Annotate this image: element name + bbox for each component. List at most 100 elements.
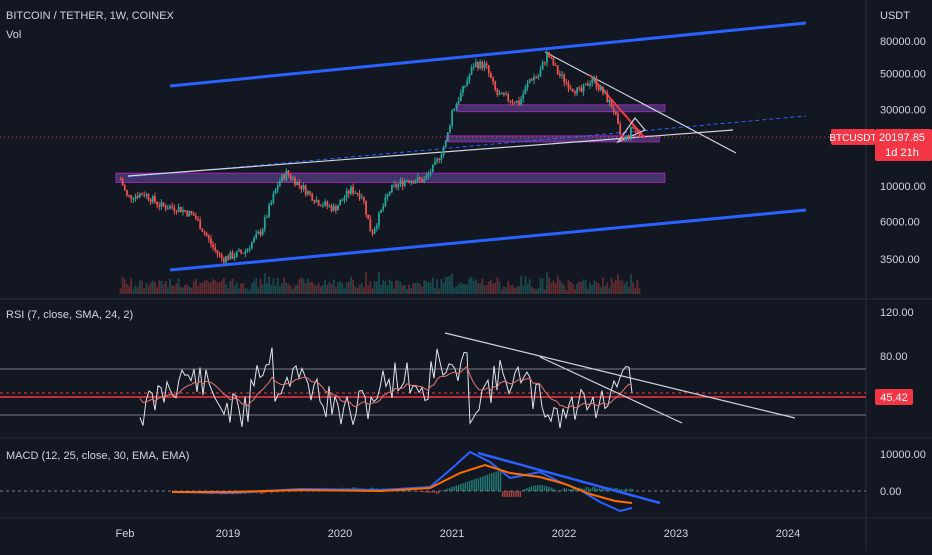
candle-body-131[interactable] <box>401 180 404 186</box>
candle-body-228[interactable] <box>610 100 613 108</box>
candle-body-192[interactable] <box>533 77 535 81</box>
candle-body-212[interactable] <box>576 87 578 94</box>
candle-body-109[interactable] <box>354 192 357 194</box>
candle-body-213[interactable] <box>578 87 581 89</box>
candle-body-127[interactable] <box>393 184 395 186</box>
candle-body-152[interactable] <box>446 132 449 141</box>
candle-body-20[interactable] <box>162 202 165 206</box>
candle-body-111[interactable] <box>358 193 361 199</box>
candle-body-58[interactable] <box>244 251 247 254</box>
candle-body-93[interactable] <box>319 205 322 207</box>
candle-body-83[interactable] <box>298 181 301 186</box>
candle-body-227[interactable] <box>608 100 611 103</box>
candle-body-138[interactable] <box>416 177 419 182</box>
macd-signal-line[interactable] <box>172 463 633 504</box>
candle-body-1[interactable] <box>121 179 124 186</box>
candle-body-216[interactable] <box>584 83 587 86</box>
candle-body-16[interactable] <box>154 196 156 202</box>
candle-body-238[interactable] <box>632 127 634 129</box>
candle-body-200[interactable] <box>550 57 553 59</box>
candle-body-135[interactable] <box>410 180 413 183</box>
rsi-ma-line[interactable] <box>139 365 633 409</box>
candle-body-225[interactable] <box>604 92 606 94</box>
candle-body-7[interactable] <box>134 195 137 199</box>
candle-body-112[interactable] <box>360 197 363 199</box>
candle-body-210[interactable] <box>571 89 574 92</box>
candle-body-136[interactable] <box>412 180 415 184</box>
candle-body-185[interactable] <box>518 100 520 105</box>
candle-body-29[interactable] <box>182 210 184 213</box>
candle-body-82[interactable] <box>296 181 298 186</box>
candle-body-160[interactable] <box>464 85 466 87</box>
candle-body-211[interactable] <box>574 91 576 94</box>
candle-body-80[interactable] <box>291 178 294 180</box>
rsi-trendline-short[interactable] <box>539 356 683 424</box>
candle-body-101[interactable] <box>337 205 339 211</box>
candle-body-65[interactable] <box>259 231 262 235</box>
candle-body-71[interactable] <box>272 193 275 203</box>
candle-body-118[interactable] <box>373 228 376 234</box>
candle-body-221[interactable] <box>595 78 598 88</box>
candle-body-150[interactable] <box>442 147 445 156</box>
candle-body-105[interactable] <box>345 190 348 198</box>
candle-body-52[interactable] <box>231 252 234 259</box>
candle-body-57[interactable] <box>242 252 245 254</box>
candle-body-179[interactable] <box>505 94 507 96</box>
candle-body-66[interactable] <box>261 229 264 235</box>
candle-body-195[interactable] <box>539 69 542 77</box>
candle-body-11[interactable] <box>143 194 146 196</box>
candle-body-35[interactable] <box>194 215 197 219</box>
candle-body-166[interactable] <box>477 62 479 69</box>
candle-body-190[interactable] <box>528 79 531 83</box>
candle-body-234[interactable] <box>623 137 626 139</box>
candle-body-145[interactable] <box>431 164 434 173</box>
candle-body-13[interactable] <box>147 194 150 200</box>
candle-body-240[interactable] <box>636 129 639 133</box>
candle-body-223[interactable] <box>599 86 602 90</box>
candle-body-99[interactable] <box>332 206 335 211</box>
rsi-line[interactable] <box>139 347 633 429</box>
candle-body-98[interactable] <box>330 205 333 211</box>
candle-body-23[interactable] <box>169 206 171 209</box>
candle-body-229[interactable] <box>612 107 615 112</box>
candle-body-122[interactable] <box>382 206 385 210</box>
candle-body-73[interactable] <box>276 185 279 190</box>
candle-body-174[interactable] <box>494 81 497 90</box>
candle-body-162[interactable] <box>468 74 471 81</box>
candle-body-119[interactable] <box>375 225 378 229</box>
candle-body-141[interactable] <box>423 179 426 183</box>
candle-body-173[interactable] <box>492 77 494 82</box>
candle-body-88[interactable] <box>309 191 311 194</box>
candle-body-22[interactable] <box>166 208 169 210</box>
candle-body-205[interactable] <box>561 74 563 76</box>
candle-body-236[interactable] <box>627 135 630 138</box>
candle-body-100[interactable] <box>334 206 337 211</box>
candle-body-171[interactable] <box>487 65 490 74</box>
candle-body-28[interactable] <box>179 206 182 213</box>
candle-body-120[interactable] <box>378 212 380 226</box>
candle-body-2[interactable] <box>123 185 126 190</box>
candle-body-14[interactable] <box>149 199 152 203</box>
candle-body-144[interactable] <box>429 172 432 174</box>
candle-body-6[interactable] <box>132 198 135 200</box>
candle-body-108[interactable] <box>352 186 354 194</box>
candle-body-146[interactable] <box>434 161 436 165</box>
candle-body-60[interactable] <box>248 248 251 250</box>
candle-body-3[interactable] <box>126 189 128 196</box>
candle-body-37[interactable] <box>199 220 202 230</box>
candle-body-230[interactable] <box>614 111 617 114</box>
candle-body-214[interactable] <box>580 88 583 92</box>
candle-body-155[interactable] <box>453 108 456 111</box>
candles[interactable] <box>119 50 641 266</box>
candle-body-194[interactable] <box>537 76 540 78</box>
candle-body-31[interactable] <box>186 211 189 217</box>
candle-body-134[interactable] <box>408 180 410 183</box>
candle-body-188[interactable] <box>524 87 527 94</box>
candle-body-159[interactable] <box>462 85 464 93</box>
candle-body-239[interactable] <box>634 127 637 130</box>
candle-body-86[interactable] <box>304 185 307 195</box>
candle-body-87[interactable] <box>306 191 309 195</box>
white-trendline-descending[interactable] <box>544 51 737 154</box>
candle-body-147[interactable] <box>436 158 438 162</box>
